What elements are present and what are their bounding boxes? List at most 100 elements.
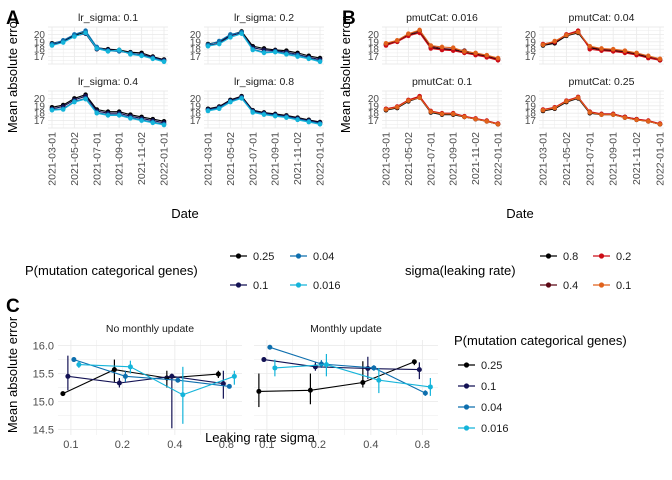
legend-key-dot-b xyxy=(598,282,605,288)
y-tick-label-b: 18 xyxy=(525,45,537,56)
y-tick-label-b: 20 xyxy=(368,94,380,105)
data-point-a xyxy=(116,47,122,53)
data-point-c xyxy=(256,388,262,394)
data-point-b xyxy=(646,53,651,59)
data-point-c xyxy=(318,361,324,367)
data-point-b xyxy=(394,38,400,43)
data-point-a xyxy=(250,47,256,53)
x-tick-label-b: 2022-01-01 xyxy=(655,132,667,186)
data-point-a xyxy=(139,53,144,59)
data-point-a xyxy=(216,106,222,112)
data-point-a xyxy=(205,108,211,114)
data-point-b xyxy=(634,50,639,56)
legend-label-c: 0.1 xyxy=(481,381,496,393)
legend-key-dot-c xyxy=(463,425,470,431)
data-point-a xyxy=(128,116,133,121)
data-point-c xyxy=(323,362,329,368)
y-tick-label-b: 19 xyxy=(368,37,380,48)
data-point-a xyxy=(306,56,312,62)
x-tick-label-b: 2021-05-02 xyxy=(403,132,415,186)
data-point-a xyxy=(228,35,233,40)
y-tick-label-a: 19 xyxy=(34,101,46,112)
data-point-b xyxy=(383,40,389,46)
x-tick-label-b: 2021-09-01 xyxy=(448,132,460,186)
series-line-c xyxy=(269,346,426,394)
data-point-c xyxy=(272,365,278,371)
y-tick-label-a: 17 xyxy=(34,116,46,127)
data-point-b xyxy=(439,44,445,50)
data-point-b xyxy=(450,45,456,51)
y-tick-label-a: 18 xyxy=(34,109,46,120)
data-point-b xyxy=(552,38,557,44)
data-point-a xyxy=(261,50,267,56)
data-point-c xyxy=(60,391,66,397)
data-point-a xyxy=(161,59,167,65)
data-point-c xyxy=(261,357,267,363)
x-tick-label-a: 2021-09-01 xyxy=(114,132,126,186)
y-tick-label-a: 18 xyxy=(190,109,202,120)
data-point-a xyxy=(306,119,312,125)
data-point-a xyxy=(83,30,88,36)
x-tick-label-a: 2021-03-01 xyxy=(203,132,215,186)
y-tick-label-a: 18 xyxy=(34,45,46,56)
y-tick-label-b: 17 xyxy=(525,52,537,63)
y-tick-label-b: 18 xyxy=(525,109,537,120)
data-point-b xyxy=(406,98,411,103)
data-point-b xyxy=(622,115,628,120)
data-point-b xyxy=(610,46,616,52)
data-point-a xyxy=(139,118,144,123)
data-point-b xyxy=(587,43,593,49)
x-tick-label-b: 2021-05-02 xyxy=(561,132,573,186)
data-point-b xyxy=(495,55,501,61)
data-point-c xyxy=(127,364,133,370)
data-point-a xyxy=(272,49,278,55)
data-point-a xyxy=(49,43,55,48)
data-point-b xyxy=(484,52,490,58)
data-point-c xyxy=(411,359,417,365)
data-point-c xyxy=(169,373,175,379)
data-point-b xyxy=(428,109,434,115)
data-point-b xyxy=(462,114,467,120)
x-axis-label-a: Date xyxy=(171,206,198,221)
data-point-b xyxy=(428,43,434,48)
data-point-b xyxy=(394,104,400,110)
x-tick-label-c: 0.1 xyxy=(259,439,274,451)
data-point-b xyxy=(552,105,557,111)
facet-title-a: lr_sigma: 0.2 xyxy=(234,12,294,24)
x-tick-label-a: 2022-01-01 xyxy=(159,132,171,186)
legend-label-b: 0.2 xyxy=(616,251,631,263)
data-point-b xyxy=(450,111,456,117)
data-point-c xyxy=(267,344,273,350)
legend-title-c: P(mutation categorical genes) xyxy=(454,333,627,348)
legend-key-dot-a xyxy=(295,282,302,288)
data-point-b xyxy=(383,107,389,112)
legend-key-dot-a xyxy=(295,253,302,259)
data-point-c xyxy=(231,373,237,379)
series-line-c xyxy=(73,359,230,387)
data-point-a xyxy=(116,113,122,118)
data-point-a xyxy=(284,115,289,120)
data-point-b xyxy=(564,32,569,38)
x-tick-label-a: 2022-01-01 xyxy=(315,132,327,186)
facet-title-a: lr_sigma: 0.8 xyxy=(234,76,294,88)
legend-label-a: 0.1 xyxy=(253,280,268,292)
data-point-c xyxy=(360,379,366,385)
data-point-b xyxy=(540,107,546,113)
data-point-c xyxy=(65,373,71,379)
data-point-a xyxy=(128,52,133,57)
data-point-b xyxy=(495,122,501,127)
x-tick-label-b: 2022-01-01 xyxy=(493,132,505,186)
x-tick-label-b: 2021-07-01 xyxy=(584,132,596,186)
series-line-c xyxy=(62,369,219,395)
legend-key-dot-b xyxy=(545,282,552,288)
x-tick-label-b: 2021-03-01 xyxy=(538,132,550,186)
x-tick-label-c: 0.1 xyxy=(63,439,78,451)
data-point-a xyxy=(150,120,156,126)
y-tick-label-a: 20 xyxy=(34,30,46,41)
x-tick-label-a: 2021-07-01 xyxy=(247,132,259,186)
y-tick-label-b: 18 xyxy=(368,109,380,120)
data-point-a xyxy=(72,34,77,39)
data-point-a xyxy=(105,49,111,54)
y-tick-label-b: 20 xyxy=(368,30,380,41)
